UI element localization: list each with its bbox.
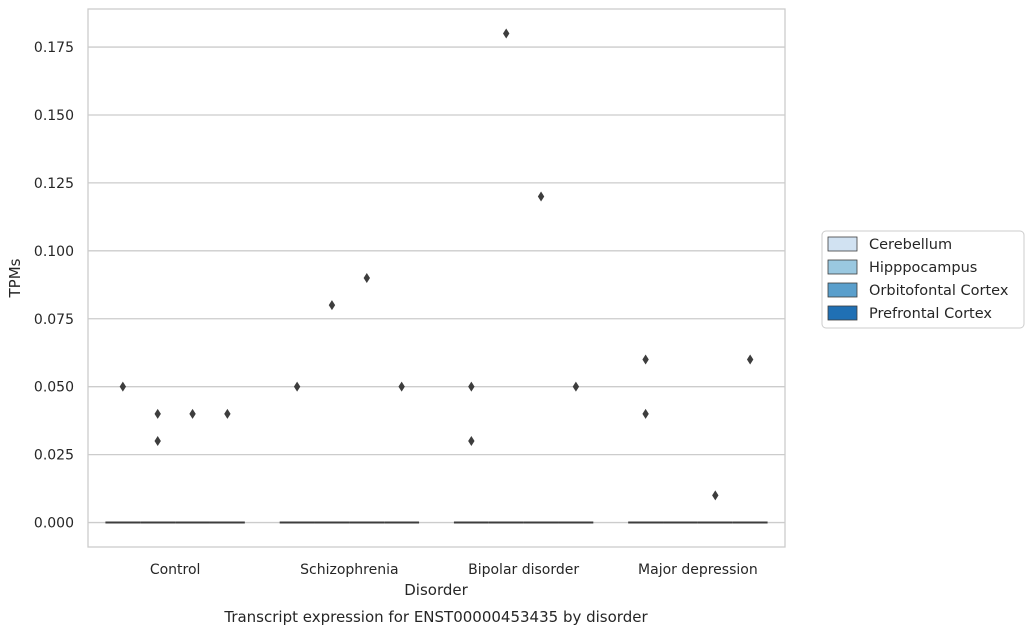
x-tick-label: Control [150, 562, 201, 578]
y-tick-label: 0.000 [34, 516, 74, 532]
y-tick-label: 0.100 [34, 244, 74, 260]
outlier-point [712, 490, 719, 501]
outlier-point [468, 381, 475, 392]
y-tick-label: 0.050 [34, 380, 74, 396]
outlier-point [119, 381, 127, 392]
x-tick-label: Schizophrenia [300, 562, 398, 578]
legend-label: Orbitofontal Cortex [869, 283, 1009, 299]
chart-title: Transcript expression for ENST0000045343… [223, 608, 648, 626]
outlier-point [746, 354, 754, 365]
legend-swatch [827, 305, 858, 321]
legend-label: Cerebellum [869, 237, 952, 253]
plot-frame [87, 8, 786, 548]
y-tick-label: 0.150 [34, 108, 74, 124]
grid [88, 46, 785, 524]
legend-label: Prefrontal Cortex [869, 306, 992, 322]
outlier-point [503, 28, 510, 39]
x-tick-label: Bipolar disorder [468, 562, 579, 578]
y-tick-label: 0.175 [34, 40, 74, 56]
outlier-point [468, 436, 475, 447]
outlier-point [572, 381, 580, 392]
y-tick-label: 0.025 [34, 448, 74, 464]
data-marks [105, 28, 768, 524]
outlier-point [398, 381, 405, 392]
legend-frame [821, 230, 1025, 329]
outlier-point [189, 408, 196, 419]
outlier-point [328, 300, 336, 311]
outlier-point [224, 408, 231, 419]
legend-label: Hipppocampus [869, 260, 977, 276]
x-tick-label: Major depression [638, 562, 758, 578]
y-axis-label: TPMs [6, 258, 24, 298]
outlier-point [642, 408, 649, 419]
outlier-point [154, 436, 161, 447]
outlier-point [642, 354, 649, 365]
legend: Cerebellum Hipppocampus Orbitofontal Corte… [821, 230, 1025, 329]
legend-swatch [827, 236, 858, 252]
y-tick-label: 0.125 [34, 176, 74, 192]
legend-swatch [827, 259, 858, 275]
y-axis: 0.000 0.025 0.050 0.075 0.100 0.125 0.150 0.175 [34, 40, 74, 532]
x-axis: Control Schizophrenia Bipolar disorder Majo… [150, 562, 758, 578]
outlier-point [154, 408, 161, 419]
legend-swatch [827, 282, 858, 298]
y-tick-label: 0.075 [34, 312, 74, 328]
x-axis-label: Disorder [404, 581, 468, 599]
outlier-point [363, 273, 370, 283]
outlier-point [537, 191, 545, 202]
outlier-point [293, 381, 301, 392]
